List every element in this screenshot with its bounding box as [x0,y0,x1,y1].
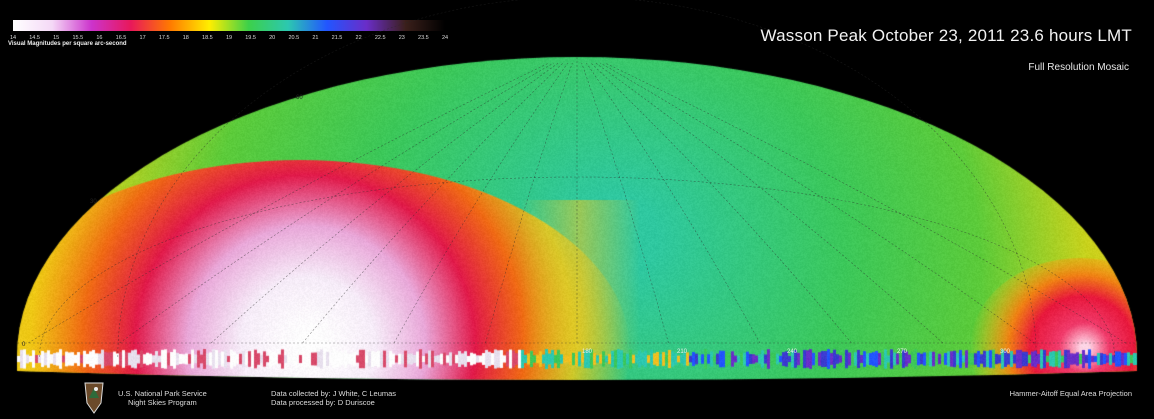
meridian-line [28,63,549,343]
legend-tick-label: 19.5 [245,35,256,41]
page-title: Wasson Peak October 23, 2011 23.6 hours … [761,26,1132,46]
meridian-line [211,63,558,343]
meridian-line [394,63,568,343]
grid-labels: 60300180 210 240 270 300 [22,95,1011,355]
legend-colorbar [13,20,445,31]
meridian-line [591,63,851,343]
meridian-line [600,63,1034,343]
legend-tick-label: 20 [269,35,275,41]
altitude-label: 30 [90,199,97,205]
legend-tick-label: 18 [183,35,189,41]
meridian-line [586,63,760,343]
org-name: U.S. National Park Service Night Skies P… [118,389,207,407]
org-line-1: U.S. National Park Service [118,389,207,398]
altitude-label: 60 [296,95,303,101]
legend-tick-label: 17.5 [159,35,170,41]
legend-tick-label: 17 [140,35,146,41]
mosaic-subtitle: Full Resolution Mosaic [1028,62,1129,73]
legend-title: Visual Magnitudes per square arc-second [8,41,127,47]
azimuth-label: 270 [897,349,908,355]
projection-label: Hammer-Aitoff Equal Area Projection [1010,389,1132,398]
meridian-line [486,63,573,343]
legend-gradient [13,20,445,31]
credit-processed: Data processed by: D Duriscoe [271,398,396,407]
legend-tick-label: 23 [399,35,405,41]
meridian-line [303,63,563,343]
legend-tick-label: 21.5 [332,35,343,41]
legend-tick-label: 19 [226,35,232,41]
legend-tick-label: 23.5 [418,35,429,41]
legend-tick-label: 18.5 [202,35,213,41]
meridian-line [120,63,554,343]
credits: Data collected by: J White, C Leumas Dat… [271,389,396,407]
meridian-line [582,63,669,343]
azimuth-label: 300 [1000,349,1011,355]
meridian-line [596,63,943,343]
nps-arrowhead-icon [85,383,103,413]
azimuth-label: 210 [677,349,688,355]
org-line-2: Night Skies Program [118,398,207,407]
legend-tick-label: 21 [312,35,318,41]
legend-tick-label: 20.5 [288,35,299,41]
coordinate-grid [17,0,1137,357]
legend-tick-label: 22.5 [375,35,386,41]
legend-tick-label: 24 [442,35,448,41]
meridian-line [605,63,1126,343]
azimuth-label: 180 [582,349,593,355]
azimuth-label: 240 [787,349,798,355]
credit-collected: Data collected by: J White, C Leumas [271,389,396,398]
